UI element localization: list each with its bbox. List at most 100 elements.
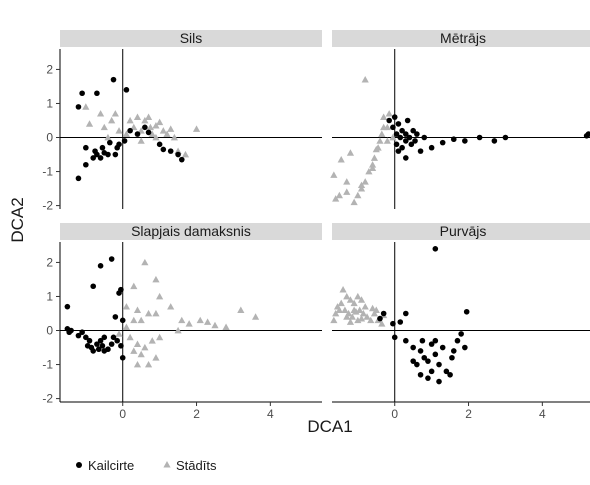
x-tick-label: 4 <box>539 407 546 421</box>
point-kailcirte <box>83 334 89 341</box>
point-stadits <box>380 113 388 120</box>
point-kailcirte <box>94 90 100 97</box>
point-kailcirte <box>110 76 117 83</box>
point-stadits <box>156 292 164 300</box>
strip-title-slapjais-damaksnis: Slapjais damaksnis <box>131 223 251 239</box>
point-kailcirte <box>432 337 439 344</box>
point-stadits <box>385 110 393 117</box>
point-stadits <box>178 316 186 324</box>
facet-panels: Sils -2 -1 0 1 2 Mētrājs Slapjais damaksnis -2 -1… <box>42 30 590 421</box>
point-stadits <box>133 306 142 313</box>
point-stadits <box>133 113 142 120</box>
point-stadits <box>357 296 366 303</box>
point-stadits <box>159 127 167 134</box>
point-kailcirte <box>395 121 402 127</box>
point-kailcirte <box>119 317 126 324</box>
point-kailcirte <box>439 344 446 351</box>
point-kailcirte <box>380 310 387 317</box>
point-kailcirte <box>75 175 82 182</box>
point-stadits <box>108 116 116 124</box>
point-kailcirte <box>75 104 82 110</box>
point-stadits <box>82 103 90 110</box>
point-kailcirte <box>97 155 104 161</box>
point-stadits <box>367 316 375 324</box>
point-stadits <box>152 133 160 141</box>
point-kailcirte <box>110 334 117 341</box>
point-stadits <box>167 303 175 310</box>
point-stadits <box>152 354 160 361</box>
point-kailcirte <box>90 155 97 161</box>
legend-label-kailcirte: Kailcirte <box>88 458 134 473</box>
legend-label-stadits: Stādīts <box>176 458 217 473</box>
point-stadits <box>141 343 149 351</box>
point-kailcirte <box>463 308 470 315</box>
point-kailcirte <box>90 283 97 290</box>
point-kailcirte <box>118 343 124 349</box>
point-kailcirte <box>83 144 89 151</box>
point-stadits <box>130 316 138 324</box>
point-stadits <box>361 178 369 185</box>
point-kailcirte <box>412 138 418 144</box>
panel-slapjais-damaksnis: Slapjais damaksnis -2 -1 0 1 2 0 2 4 <box>42 223 322 421</box>
point-kailcirte <box>123 87 130 93</box>
point-stadits <box>354 191 362 199</box>
point-stadits <box>354 316 362 324</box>
point-kailcirte <box>112 314 119 320</box>
point-stadits <box>350 299 358 307</box>
point-stadits <box>152 275 160 283</box>
point-kailcirte <box>462 138 468 144</box>
point-kailcirte <box>397 319 404 325</box>
point-kailcirte <box>414 361 420 368</box>
point-stadits <box>354 292 362 300</box>
point-kailcirte <box>443 368 450 375</box>
point-stadits <box>192 125 201 132</box>
point-kailcirte <box>101 334 108 341</box>
point-stadits <box>376 137 384 144</box>
point-kailcirte <box>127 127 133 134</box>
point-kailcirte <box>408 141 415 148</box>
strip-sils <box>60 30 322 47</box>
y-tick-label: 0 <box>46 131 53 145</box>
point-kailcirte <box>393 141 400 148</box>
point-kailcirte <box>99 343 106 349</box>
point-stadits <box>133 360 142 368</box>
strip-metrajs <box>332 30 590 47</box>
point-kailcirte <box>403 310 409 317</box>
point-stadits <box>374 144 382 151</box>
point-stadits <box>152 121 160 129</box>
point-kailcirte <box>390 320 396 327</box>
point-stadits <box>100 123 108 131</box>
point-stadits <box>170 133 178 141</box>
point-stadits <box>330 316 338 324</box>
point-kailcirte <box>160 146 167 153</box>
point-stadits <box>144 113 153 120</box>
y-tick-label: 2 <box>46 255 53 269</box>
point-kailcirte <box>414 131 420 137</box>
point-stadits <box>137 316 145 324</box>
point-kailcirte <box>428 144 435 151</box>
point-stadits <box>137 127 145 134</box>
y-tick-label: -2 <box>42 199 53 213</box>
point-kailcirte <box>94 341 100 347</box>
x-tick-label: 0 <box>391 407 398 421</box>
point-stadits <box>163 130 171 137</box>
point-kailcirte <box>404 117 411 124</box>
point-stadits <box>339 286 347 293</box>
point-kailcirte <box>450 348 457 354</box>
point-stadits <box>122 130 131 137</box>
point-stadits <box>181 150 190 158</box>
point-stadits <box>144 360 153 368</box>
point-kailcirte <box>447 371 453 378</box>
point-kailcirte <box>118 286 124 293</box>
point-stadits <box>156 333 164 341</box>
point-stadits <box>370 309 379 317</box>
point-kailcirte <box>99 144 106 151</box>
point-kailcirte <box>112 151 119 158</box>
point-kailcirte <box>432 351 439 358</box>
point-kailcirte <box>386 117 392 124</box>
point-kailcirte <box>403 138 409 144</box>
strip-title-metrajs: Mētrājs <box>440 30 486 46</box>
point-stadits <box>357 314 366 322</box>
point-stadits <box>330 171 338 178</box>
point-stadits <box>346 296 355 303</box>
